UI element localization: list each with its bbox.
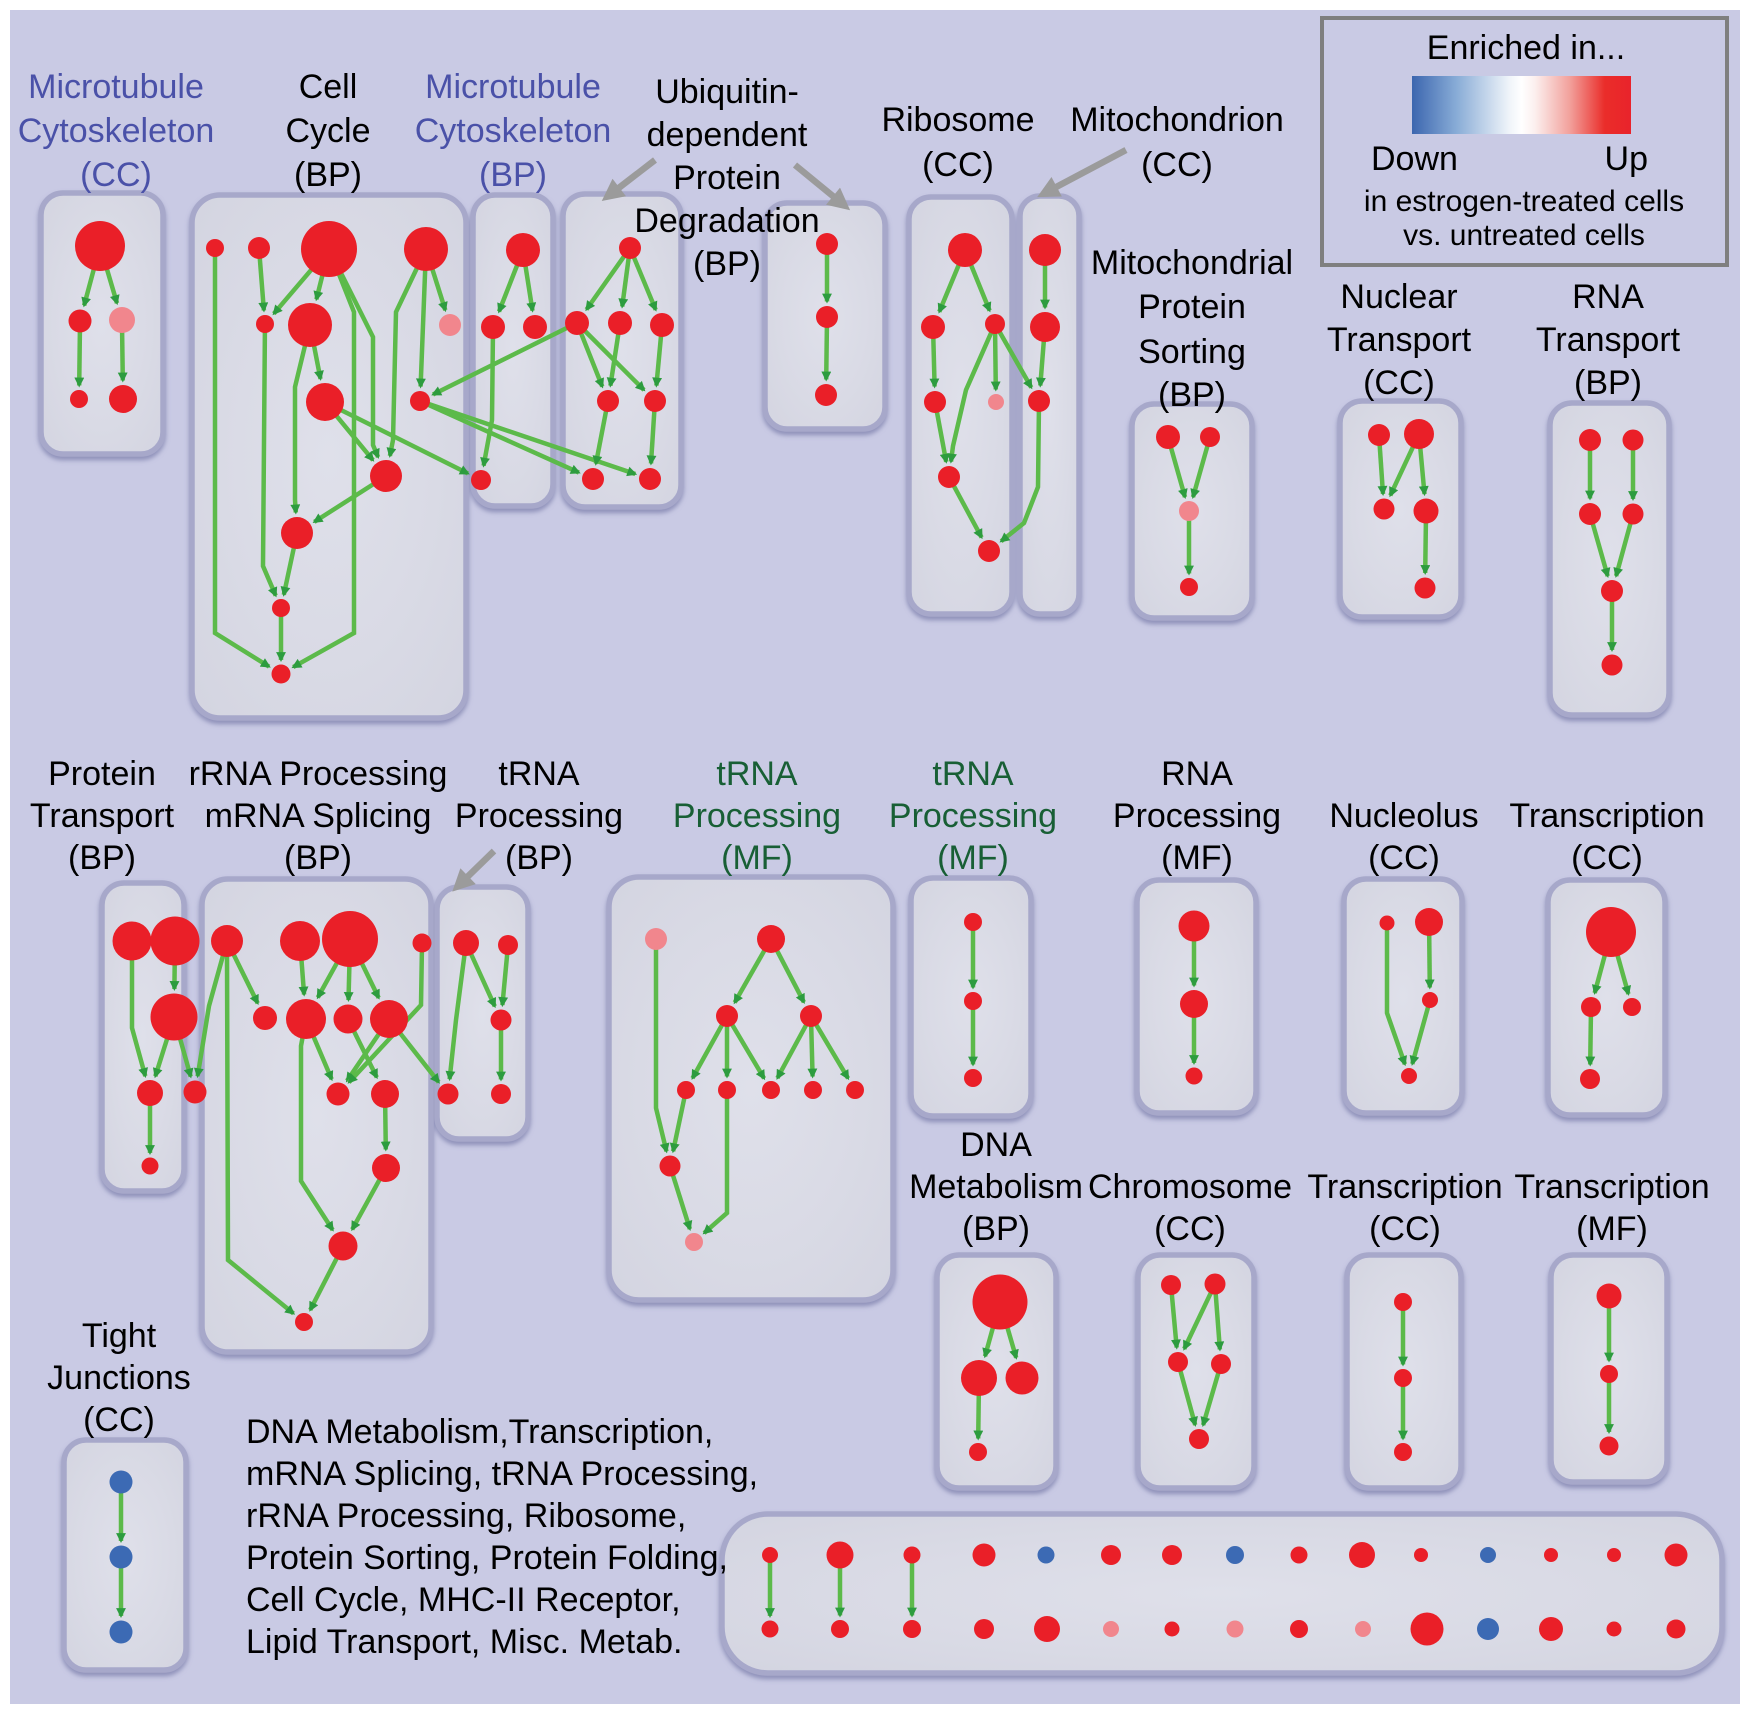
svg-text:(CC): (CC) (1141, 146, 1213, 184)
svg-text:(BP): (BP) (479, 156, 547, 194)
svg-text:(BP): (BP) (962, 1210, 1030, 1248)
svg-text:(CC): (CC) (80, 156, 152, 194)
svg-text:Mitochondrial: Mitochondrial (1091, 244, 1293, 282)
svg-text:Protein: Protein (1138, 288, 1246, 326)
svg-text:Transport: Transport (1327, 321, 1472, 359)
svg-text:(CC): (CC) (1368, 839, 1440, 877)
svg-text:Ribosome: Ribosome (881, 101, 1034, 139)
svg-text:Up: Up (1605, 140, 1648, 178)
svg-text:mRNA Splicing, tRNA Processing: mRNA Splicing, tRNA Processing, (246, 1455, 758, 1493)
svg-text:Chromosome: Chromosome (1088, 1168, 1292, 1206)
svg-text:rRNA Processing: rRNA Processing (189, 755, 448, 793)
svg-text:Microtubule: Microtubule (28, 68, 204, 106)
svg-text:Down: Down (1371, 140, 1458, 178)
svg-text:Transport: Transport (30, 797, 175, 835)
svg-text:Nucleolus: Nucleolus (1329, 797, 1478, 835)
svg-text:Junctions: Junctions (47, 1359, 191, 1397)
svg-text:Cytoskeleton: Cytoskeleton (18, 112, 215, 150)
svg-text:Transport: Transport (1536, 321, 1681, 359)
svg-text:Microtubule: Microtubule (425, 68, 601, 106)
svg-text:Lipid Transport, Misc. Metab.: Lipid Transport, Misc. Metab. (246, 1623, 683, 1661)
svg-text:mRNA Splicing: mRNA Splicing (205, 797, 432, 835)
svg-text:(CC): (CC) (1154, 1210, 1226, 1248)
svg-text:DNA Metabolism,Transcription,: DNA Metabolism,Transcription, (246, 1413, 713, 1451)
svg-text:Degradation: Degradation (634, 202, 819, 240)
svg-text:RNA: RNA (1572, 278, 1644, 316)
svg-text:in estrogen-treated cells: in estrogen-treated cells (1364, 185, 1684, 218)
svg-text:vs. untreated cells: vs. untreated cells (1403, 219, 1645, 252)
svg-text:Cell: Cell (299, 68, 358, 106)
svg-text:tRNA: tRNA (932, 755, 1014, 793)
svg-text:Tight: Tight (82, 1317, 157, 1355)
svg-text:Cell Cycle, MHC-II Receptor,: Cell Cycle, MHC-II Receptor, (246, 1581, 681, 1619)
svg-text:Mitochondrion: Mitochondrion (1070, 101, 1284, 139)
svg-text:DNA: DNA (960, 1126, 1032, 1164)
svg-text:(MF): (MF) (1576, 1210, 1648, 1248)
svg-text:Enriched in...: Enriched in... (1427, 29, 1625, 67)
svg-text:(BP): (BP) (294, 156, 362, 194)
svg-text:(BP): (BP) (1158, 376, 1226, 414)
svg-text:Ubiquitin-: Ubiquitin- (655, 73, 799, 111)
svg-text:dependent: dependent (647, 116, 808, 154)
svg-text:(BP): (BP) (284, 839, 352, 877)
svg-text:Cytoskeleton: Cytoskeleton (415, 112, 612, 150)
svg-text:(MF): (MF) (937, 839, 1009, 877)
svg-text:(MF): (MF) (721, 839, 793, 877)
svg-text:Processing: Processing (889, 797, 1057, 835)
svg-text:Processing: Processing (1113, 797, 1281, 835)
svg-text:Transcription: Transcription (1514, 1168, 1709, 1206)
svg-text:(CC): (CC) (1571, 839, 1643, 877)
svg-text:Cycle: Cycle (285, 112, 370, 150)
svg-text:Transcription: Transcription (1307, 1168, 1502, 1206)
svg-text:RNA: RNA (1161, 755, 1233, 793)
svg-text:(BP): (BP) (68, 839, 136, 877)
svg-text:Processing: Processing (455, 797, 623, 835)
svg-text:(CC): (CC) (1369, 1210, 1441, 1248)
svg-text:(BP): (BP) (505, 839, 573, 877)
svg-text:Protein Sorting, Protein Foldi: Protein Sorting, Protein Folding, (246, 1539, 728, 1577)
svg-text:Sorting: Sorting (1138, 333, 1246, 371)
svg-text:(CC): (CC) (83, 1401, 155, 1439)
svg-text:Processing: Processing (673, 797, 841, 835)
svg-text:Protein: Protein (673, 159, 781, 197)
svg-text:tRNA: tRNA (498, 755, 580, 793)
svg-text:rRNA Processing, Ribosome,: rRNA Processing, Ribosome, (246, 1497, 686, 1535)
svg-text:(CC): (CC) (922, 146, 994, 184)
svg-text:(MF): (MF) (1161, 839, 1233, 877)
svg-text:(BP): (BP) (1574, 364, 1642, 402)
svg-text:tRNA: tRNA (716, 755, 798, 793)
svg-text:(BP): (BP) (693, 245, 761, 283)
svg-text:Nuclear: Nuclear (1340, 278, 1457, 316)
svg-text:(CC): (CC) (1363, 364, 1435, 402)
svg-text:Protein: Protein (48, 755, 156, 793)
svg-text:Transcription: Transcription (1509, 797, 1704, 835)
svg-text:Metabolism: Metabolism (909, 1168, 1083, 1206)
